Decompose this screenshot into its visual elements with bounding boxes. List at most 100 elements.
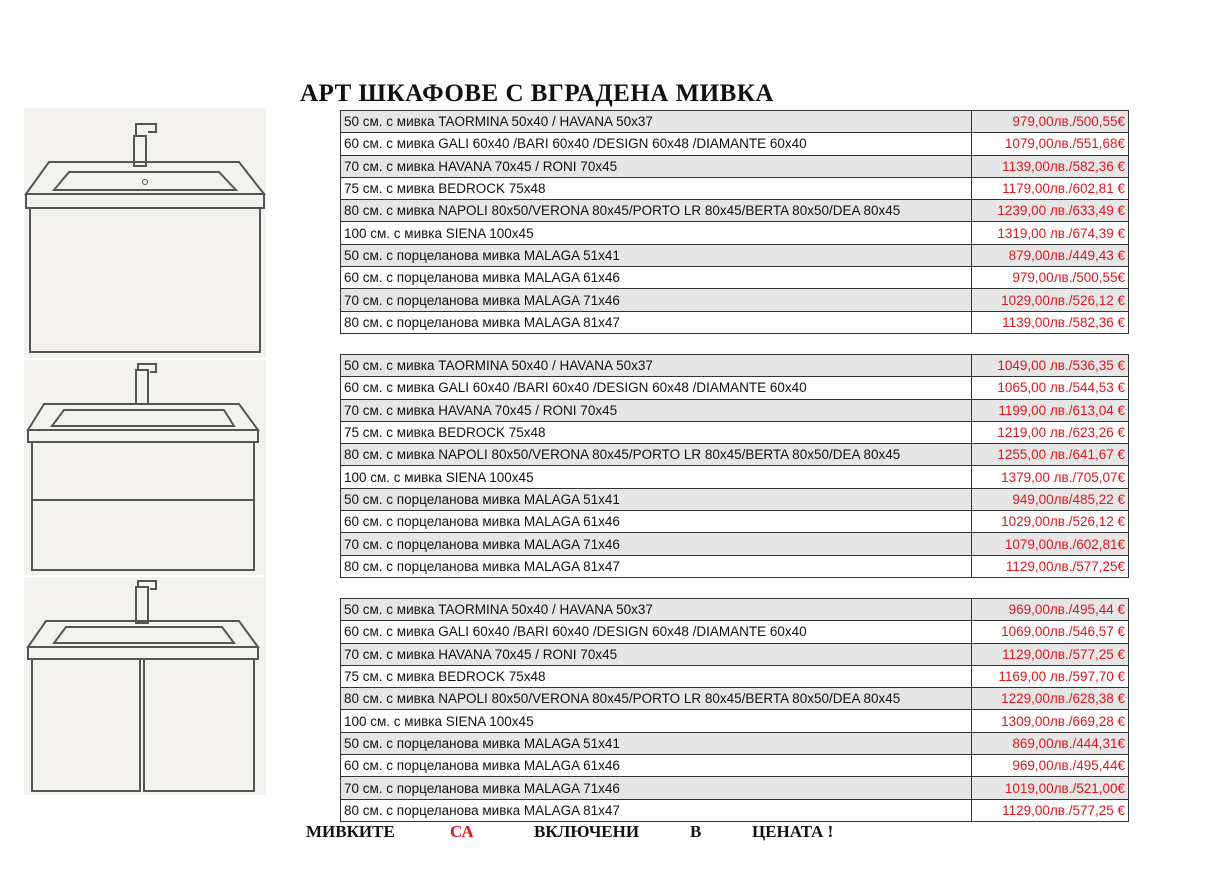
product-description: 50 см. с мивка TAORMINA 50x40 / HAVANA 5… [340,109,972,134]
table-row: 80 см. с порцеланова мивка MALAGA 81x47 1… [340,310,1129,334]
table-row: 50 см. с порцеланова мивка MALAGA 51x41 8… [340,243,1129,268]
vanity-single-drawer-icon [24,123,267,353]
product-description: 70 см. с порцеланова мивка MALAGA 71x46 [340,288,972,312]
product-price: 1219,00 лв./623,26 € [971,420,1129,445]
product-price: 1239,00 лв./633,49 € [971,199,1129,223]
vanity-two-doors-icon [26,580,260,792]
table-row: 60 см. с мивка GALI 60x40 /BARI 60x40 /D… [340,132,1129,156]
footer-word-highlight: СА [450,822,474,841]
table-row: 50 см. с мивка TAORMINA 50x40 / HAVANA 5… [340,597,1129,622]
footer-word: ЦЕНАТА ! [752,822,834,841]
table-row: 70 см. с порцеланова мивка MALAGA 71x46 1… [340,776,1129,800]
product-price: 1129,00лв./577,25 € [971,642,1129,666]
product-description: 80 см. с порцеланова мивка MALAGA 81x47 [340,310,972,334]
product-price: 1019,00лв./521,00€ [971,776,1129,800]
vanity-image-single-drawer [24,108,267,358]
product-price: 1139,00лв./582,36 € [971,310,1129,334]
product-price: 1129,00лв./577,25 € [971,798,1129,822]
product-description: 70 см. с порцеланова мивка MALAGA 71x46 [340,776,972,800]
product-description: 75 см. с мивка BEDROCK 75x48 [340,664,972,689]
table-row: 70 см. с мивка HAVANA 70x45 / RONI 70x45… [340,154,1129,178]
table-row: 70 см. с порцеланова мивка MALAGA 71x46 1… [340,288,1129,312]
table-row: 100 см. с мивка SIENA 100x45 1379,00 лв./… [340,465,1129,489]
product-description: 100 см. с мивка SIENA 100x45 [340,465,972,489]
product-price: 1069,00лв./546,57 € [971,620,1129,644]
product-description: 70 см. с мивка HAVANA 70x45 / RONI 70x45 [340,154,972,178]
product-description: 70 см. с мивка HAVANA 70x45 / RONI 70x45 [340,398,972,422]
product-price: 1129,00лв./577,25€ [971,554,1129,578]
product-price: 1179,00лв./602,81 € [971,176,1129,201]
product-description: 60 см. с мивка GALI 60x40 /BARI 60x40 /D… [340,376,972,400]
table-row: 60 см. с мивка GALI 60x40 /BARI 60x40 /D… [340,376,1129,400]
price-table-two-drawers: 50 см. с мивка TAORMINA 50x40 / HAVANA 5… [340,353,1129,578]
table-row: 50 см. с мивка TAORMINA 50x40 / HAVANA 5… [340,109,1129,134]
product-description: 50 см. с порцеланова мивка MALAGA 51x41 [340,731,972,756]
product-price: 969,00лв./495,44 € [971,597,1129,622]
product-description: 60 см. с порцеланова мивка MALAGA 61x46 [340,510,972,534]
table-row: 70 см. с мивка HAVANA 70x45 / RONI 70x45… [340,398,1129,422]
product-description: 50 см. с мивка TAORMINA 50x40 / HAVANA 5… [340,353,972,378]
product-price: 1309,00лв./669,28 € [971,709,1129,733]
price-table-single-drawer: 50 см. с мивка TAORMINA 50x40 / HAVANA 5… [340,109,1129,334]
table-row: 80 см. с порцеланова мивка MALAGA 81x47 1… [340,554,1129,578]
product-price: 1255,00 лв./641,67 € [971,443,1129,467]
table-row: 50 см. с порцеланова мивка MALAGA 51x41 9… [340,487,1129,512]
table-row: 80 см. с порцеланова мивка MALAGA 81x47 1… [340,798,1129,822]
table-row: 60 см. с порцеланова мивка MALAGA 61x46 9… [340,754,1129,778]
product-description: 60 см. с порцеланова мивка MALAGA 61x46 [340,266,972,290]
product-price: 1065,00 лв./544,53 € [971,376,1129,400]
price-table-two-doors: 50 см. с мивка TAORMINA 50x40 / HAVANA 5… [340,597,1129,822]
product-price: 949,00лв/485,22 € [971,487,1129,512]
table-row: 50 см. с порцеланова мивка MALAGA 51x41 8… [340,731,1129,756]
product-price: 1229,00лв./628,38 € [971,687,1129,711]
product-description: 75 см. с мивка BEDROCK 75x48 [340,176,972,201]
vanity-two-drawers-icon [26,363,260,571]
product-description: 60 см. с мивка GALI 60x40 /BARI 60x40 /D… [340,620,972,644]
product-description: 80 см. с порцеланова мивка MALAGA 81x47 [340,554,972,578]
table-row: 60 см. с порцеланова мивка MALAGA 61x46 9… [340,266,1129,290]
product-price: 1199,00 лв./613,04 € [971,398,1129,422]
product-description: 50 см. с порцеланова мивка MALAGA 51x41 [340,243,972,268]
product-price: 979,00лв./500,55€ [971,109,1129,134]
product-description: 60 см. с порцеланова мивка MALAGA 61x46 [340,754,972,778]
product-price: 979,00лв./500,55€ [971,266,1129,290]
product-price: 1139,00лв./582,36 € [971,154,1129,178]
product-description: 70 см. с мивка HAVANA 70x45 / RONI 70x45 [340,642,972,666]
product-price: 869,00лв./444,31€ [971,731,1129,756]
table-row: 50 см. с мивка TAORMINA 50x40 / HAVANA 5… [340,353,1129,378]
product-description: 100 см. с мивка SIENA 100x45 [340,221,972,245]
product-description: 50 см. с мивка TAORMINA 50x40 / HAVANA 5… [340,597,972,622]
table-row: 75 см. с мивка BEDROCK 75x48 1169,00 лв./… [340,664,1129,689]
product-description: 80 см. с мивка NAPOLI 80x50/VERONA 80x45… [340,687,972,711]
table-row: 80 см. с мивка NAPOLI 80x50/VERONA 80x45… [340,199,1129,223]
table-row: 75 см. с мивка BEDROCK 75x48 1179,00лв./6… [340,176,1129,201]
product-price: 1029,00лв./526,12 € [971,510,1129,534]
footer-word: МИВКИТЕ [306,822,395,841]
product-price: 1079,00лв./551,68€ [971,132,1129,156]
product-price: 879,00лв./449,43 € [971,243,1129,268]
product-price: 969,00лв./495,44€ [971,754,1129,778]
table-row: 100 см. с мивка SIENA 100x45 1309,00лв./6… [340,709,1129,733]
product-description: 60 см. с мивка GALI 60x40 /BARI 60x40 /D… [340,132,972,156]
table-row: 80 см. с мивка NAPOLI 80x50/VERONA 80x45… [340,443,1129,467]
page-title: АРТ ШКАФОВЕ С ВГРАДЕНА МИВКА [300,80,774,107]
table-row: 60 см. с мивка GALI 60x40 /BARI 60x40 /D… [340,620,1129,644]
footer-word: ВКЛЮЧЕНИ [534,822,640,841]
footer-word: В [690,822,702,841]
product-price: 1079,00лв./602,81€ [971,532,1129,556]
product-description: 50 см. с порцеланова мивка MALAGA 51x41 [340,487,972,512]
product-price: 1379,00 лв./705,07€ [971,465,1129,489]
product-price: 1049,00 лв./536,35 € [971,353,1129,378]
table-row: 70 см. с порцеланова мивка MALAGA 71x46 1… [340,532,1129,556]
product-price: 1169,00 лв./597,70 € [971,664,1129,689]
vanity-image-two-drawers [24,360,266,575]
product-description: 80 см. с мивка NAPOLI 80x50/VERONA 80x45… [340,443,972,467]
product-description: 80 см. с порцеланова мивка MALAGA 81x47 [340,798,972,822]
product-description: 80 см. с мивка NAPOLI 80x50/VERONA 80x45… [340,199,972,223]
product-description: 100 см. с мивка SIENA 100x45 [340,709,972,733]
product-price: 1029,00лв./526,12 € [971,288,1129,312]
vanity-image-two-doors [24,577,266,795]
table-row: 100 см. с мивка SIENA 100x45 1319,00 лв./… [340,221,1129,245]
table-row: 75 см. с мивка BEDROCK 75x48 1219,00 лв./… [340,420,1129,445]
table-row: 80 см. с мивка NAPOLI 80x50/VERONA 80x45… [340,687,1129,711]
